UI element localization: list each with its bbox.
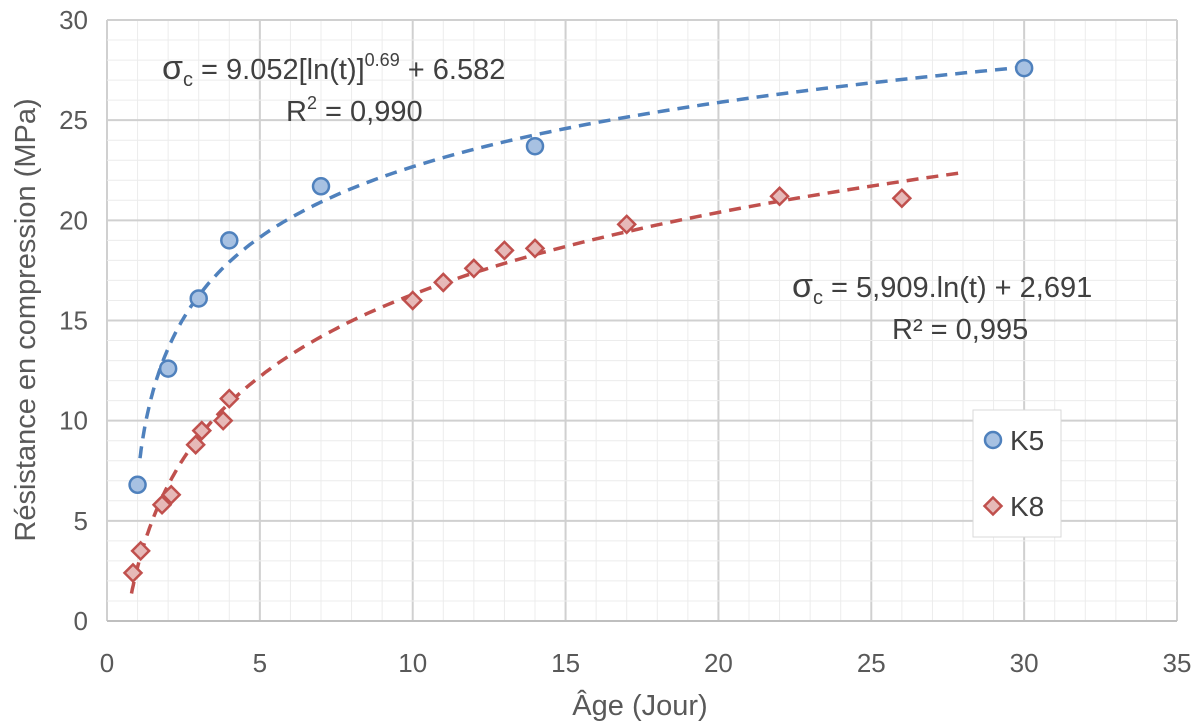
k8-point bbox=[191, 420, 213, 441]
k5-point bbox=[189, 289, 208, 308]
k8-eq-body: = 5,909.ln(t) + 2,691 bbox=[823, 272, 1092, 304]
k5-trendline bbox=[138, 65, 1025, 459]
x-tick-label: 25 bbox=[857, 648, 886, 678]
x-tick-label: 35 bbox=[1163, 648, 1192, 678]
k8-eq-sigma: σ bbox=[792, 267, 813, 305]
trendlines bbox=[129, 65, 1025, 594]
k5-eq-sup: 0.69 bbox=[365, 50, 400, 70]
y-tick-label: 25 bbox=[59, 105, 88, 135]
k8-point bbox=[185, 434, 206, 455]
k8-point bbox=[463, 258, 485, 279]
x-tick-label: 10 bbox=[398, 648, 427, 678]
k8-eq-sub: c bbox=[813, 287, 823, 309]
k8-point bbox=[524, 238, 546, 259]
data-points bbox=[122, 58, 1034, 584]
k8-point bbox=[891, 188, 913, 209]
k5-point bbox=[158, 359, 178, 378]
k5-eq-sub: c bbox=[183, 69, 193, 91]
k8-point bbox=[616, 214, 637, 235]
legend: K5 K8 bbox=[972, 409, 1062, 538]
k5-equation: σc = 9.052[ln(t)]0.69 + 6.582 R2 = 0,990 bbox=[162, 49, 505, 128]
k8-r2-text: R² = 0,995 bbox=[892, 314, 1028, 346]
y-tick-label: 5 bbox=[74, 506, 88, 536]
x-tick-label: 30 bbox=[1010, 648, 1039, 678]
k8-point bbox=[160, 484, 182, 506]
k8-point bbox=[433, 272, 454, 293]
k5-r2-base: R bbox=[286, 96, 307, 128]
y-tick-label: 10 bbox=[59, 406, 88, 436]
k5-point bbox=[1014, 58, 1034, 78]
y-tick-label: 15 bbox=[59, 306, 88, 336]
k5-eq-tail: + 6.582 bbox=[400, 54, 506, 86]
k8-equation-text: σc = 5,909.ln(t) + 2,691 bbox=[792, 267, 1092, 309]
k8-equation: σc = 5,909.ln(t) + 2,691 R² = 0,995 bbox=[792, 267, 1092, 346]
k5-r2-value: = 0,990 bbox=[317, 96, 423, 128]
k5-r2-text: R2 = 0,990 bbox=[286, 93, 423, 128]
k8-point bbox=[151, 494, 173, 516]
k5-eq-sigma: σ bbox=[162, 49, 183, 87]
k8-point bbox=[212, 410, 234, 431]
legend-box bbox=[972, 409, 1062, 538]
x-tick-label: 15 bbox=[551, 648, 580, 678]
k8-point bbox=[122, 562, 144, 584]
x-tick-label: 0 bbox=[100, 648, 114, 678]
k8-point bbox=[494, 240, 515, 261]
k5-r2-sup: 2 bbox=[307, 93, 317, 113]
legend-k5-marker bbox=[983, 430, 1003, 450]
k5-point bbox=[128, 475, 147, 495]
y-tick-label: 0 bbox=[74, 606, 88, 636]
y-tick-label: 30 bbox=[59, 5, 88, 35]
k5-equation-text: σc = 9.052[ln(t)]0.69 + 6.582 bbox=[162, 49, 505, 91]
k5-point bbox=[220, 231, 239, 250]
k8-point bbox=[402, 290, 423, 311]
y-axis-title: Résistance en compression (MPa) bbox=[10, 98, 42, 541]
k8-trendline bbox=[129, 170, 964, 594]
x-axis-ticks: 0 5 10 15 20 25 30 35 bbox=[100, 648, 1192, 678]
x-tick-label: 20 bbox=[704, 648, 733, 678]
legend-k8-marker bbox=[982, 495, 1004, 517]
legend-k5-label: K5 bbox=[1010, 425, 1044, 456]
x-axis-title: Âge (Jour) bbox=[572, 689, 707, 722]
k8-point bbox=[130, 540, 151, 562]
k5-point bbox=[311, 177, 331, 196]
k8-point bbox=[219, 388, 240, 409]
y-tick-label: 20 bbox=[59, 205, 88, 235]
legend-k8-label: K8 bbox=[1010, 491, 1044, 522]
k5-point bbox=[525, 136, 545, 156]
k5-eq-body: = 9.052[ln(t)] bbox=[193, 54, 365, 86]
k8-point bbox=[769, 186, 790, 207]
y-axis-ticks: 0 5 10 15 20 25 30 bbox=[59, 5, 88, 636]
x-tick-label: 5 bbox=[253, 648, 267, 678]
